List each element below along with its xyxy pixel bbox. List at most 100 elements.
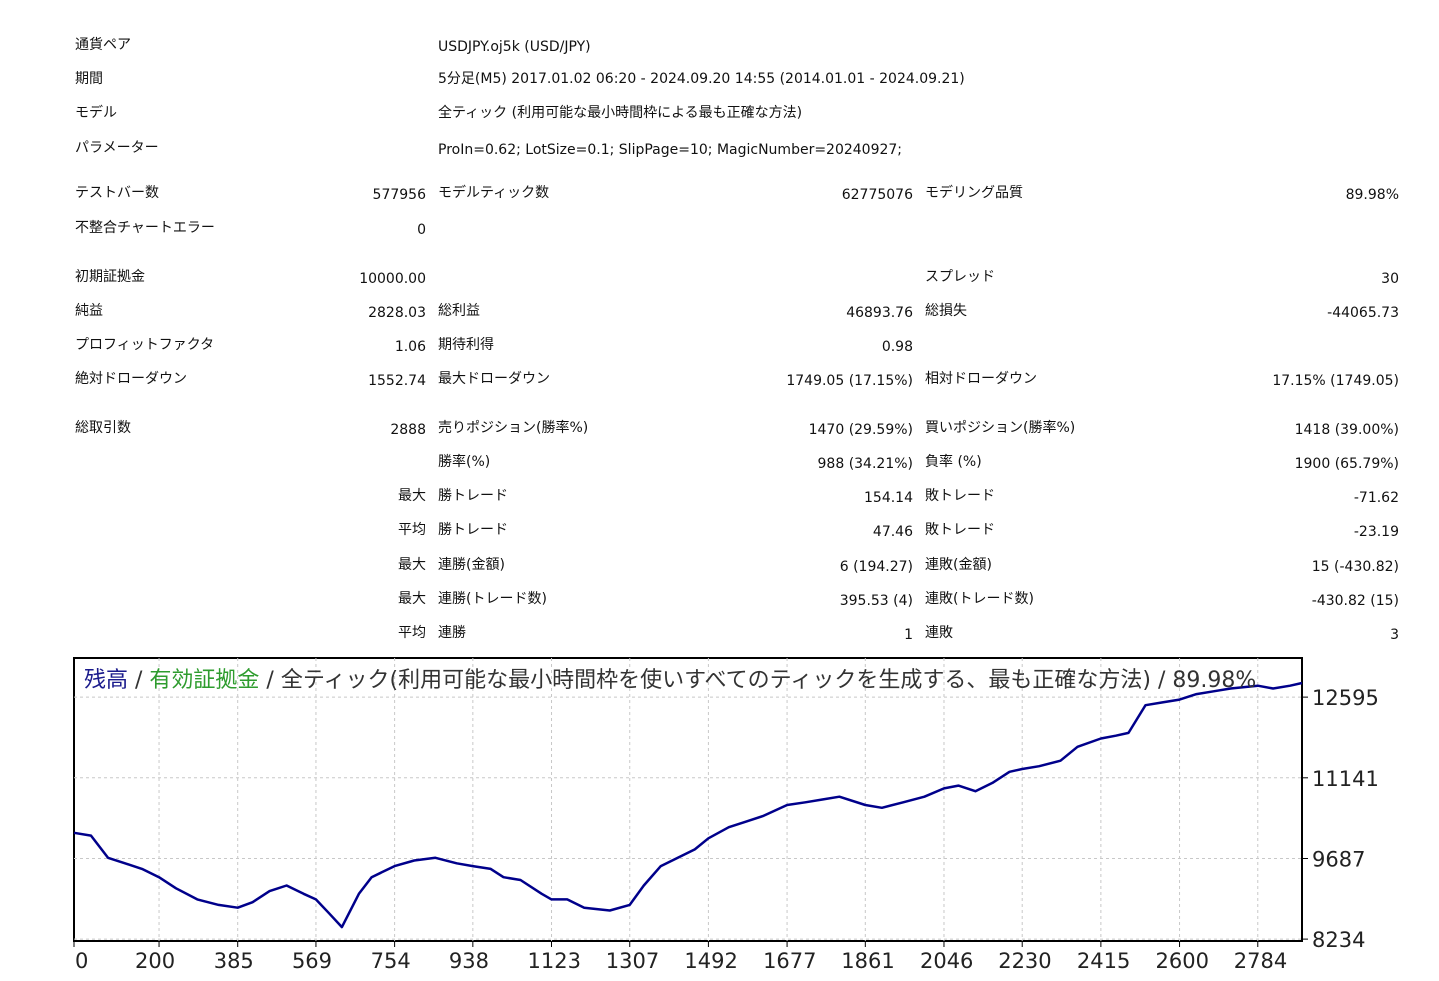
quality-value: 89.98% — [1345, 187, 1399, 203]
x-tick-label: 0 — [75, 949, 88, 973]
largest-loss-label: 敗トレード — [925, 488, 995, 504]
short-positions-value: 1470 (29.59%) — [808, 422, 913, 438]
gross-loss-value: -44065.73 — [1327, 305, 1399, 321]
avg-consec-wins-value: 1 — [904, 627, 913, 643]
x-tick-label: 1123 — [528, 949, 581, 973]
profit-factor-value: 1.06 — [394, 339, 426, 355]
x-tick-label: 569 — [292, 949, 332, 973]
plot-frame — [73, 657, 1303, 942]
max-consec-wins-value: 6 (194.27) — [839, 559, 913, 575]
net-profit-value: 2828.03 — [368, 305, 426, 321]
max-consec-loss-amount-value: -430.82 (15) — [1311, 593, 1399, 609]
avg-consec-wins-label: 連勝 — [438, 625, 466, 641]
chart-title-balance: 残高 — [84, 668, 128, 693]
chart-title: 残高 / 有効証拠金 / 全ティック(利用可能な最小時間枠を使いすべてのティック… — [84, 668, 1256, 693]
loss-rate-value: 1900 (65.79%) — [1294, 456, 1399, 472]
mismatch-value: 0 — [417, 222, 426, 238]
largest-prefix: 最大 — [398, 488, 426, 504]
x-tick-label: 1492 — [684, 949, 737, 973]
average-loss-value: -23.19 — [1353, 524, 1399, 540]
max-consec-profit-label: 連勝(トレード数) — [438, 591, 547, 607]
symbol-label: 通貨ペア — [75, 37, 131, 53]
maximal-drawdown-label: 最大ドローダウン — [438, 371, 550, 387]
y-tick-labels: 12595 11141 9687 8234 — [1312, 686, 1379, 952]
average-win-value: 47.46 — [872, 524, 913, 540]
gross-profit-label: 総利益 — [438, 303, 480, 319]
expected-payoff-value: 0.98 — [881, 339, 913, 355]
balance-chart: 残高 / 有効証拠金 / 全ティック(利用可能な最小時間枠を使いすべてのティック… — [0, 650, 1439, 977]
period-label: 期間 — [75, 71, 103, 87]
y-tick-label: 11141 — [1312, 767, 1379, 791]
total-trades-value: 2888 — [390, 422, 426, 438]
x-tick-label: 2230 — [998, 949, 1051, 973]
largest-win-label: 勝トレード — [438, 488, 508, 504]
avg-consec-losses-label: 連敗 — [925, 625, 953, 641]
largest-loss-value: -71.62 — [1353, 490, 1399, 506]
x-tick-label: 2046 — [920, 949, 973, 973]
largest-win-value: 154.14 — [864, 490, 913, 506]
profit-factor-label: プロフィットファクタ — [75, 337, 215, 353]
average-loss-label: 敗トレード — [925, 522, 995, 538]
gross-profit-value: 46893.76 — [846, 305, 913, 321]
avg-consec-prefix: 平均 — [398, 625, 426, 641]
max-consec-count-prefix: 最大 — [398, 591, 426, 607]
x-tick-label: 2415 — [1077, 949, 1130, 973]
x-tick-label: 1861 — [841, 949, 894, 973]
symbol-value: USDJPY.oj5k (USD/JPY) — [438, 39, 591, 55]
max-consec-wins-label: 連勝(金額) — [438, 557, 505, 573]
win-rate-label: 勝率(%) — [438, 454, 491, 470]
max-consec-profit-value: 395.53 (4) — [839, 593, 913, 609]
long-positions-value: 1418 (39.00%) — [1294, 422, 1399, 438]
total-trades-label: 総取引数 — [75, 420, 131, 436]
balance-chart-svg: 残高 / 有効証拠金 / 全ティック(利用可能な最小時間枠を使いすべてのティック… — [73, 657, 1379, 973]
max-consec-prefix: 最大 — [398, 557, 426, 573]
net-profit-label: 純益 — [75, 303, 103, 319]
absolute-drawdown-value: 1552.74 — [368, 373, 426, 389]
ticks-label: モデルティック数 — [438, 185, 550, 201]
deposit-label: 初期証拠金 — [75, 269, 145, 285]
model-value: 全ティック (利用可能な最小時間枠による最も正確な方法) — [438, 105, 803, 121]
ticks-value: 62775076 — [841, 187, 913, 203]
average-win-label: 勝トレード — [438, 522, 508, 538]
model-label: モデル — [75, 105, 117, 121]
y-tick-label: 8234 — [1312, 928, 1365, 952]
y-tick-label: 9687 — [1312, 847, 1365, 871]
absolute-drawdown-label: 絶対ドローダウン — [75, 371, 187, 387]
relative-drawdown-value: 17.15% (1749.05) — [1272, 373, 1399, 389]
x-tick-label: 2600 — [1156, 949, 1209, 973]
test-report: 通貨ペア USDJPY.oj5k (USD/JPY) 期間 5分足(M5) 20… — [75, 37, 1399, 643]
x-tick-label: 938 — [449, 949, 489, 973]
x-tick-label: 200 — [135, 949, 175, 973]
params-label: パラメーター — [75, 140, 159, 156]
maximal-drawdown-value: 1749.05 (17.15%) — [786, 373, 913, 389]
spread-value: 30 — [1381, 271, 1399, 287]
max-consec-loss-amount-label: 連敗(トレード数) — [925, 591, 1034, 607]
bars-label: テストバー数 — [75, 185, 159, 201]
period-value: 5分足(M5) 2017.01.02 06:20 - 2024.09.20 14… — [438, 71, 965, 87]
relative-drawdown-label: 相対ドローダウン — [925, 371, 1037, 387]
expected-payoff-label: 期待利得 — [438, 337, 494, 353]
x-tick-label: 754 — [371, 949, 411, 973]
average-prefix: 平均 — [398, 522, 426, 538]
params-value: ProIn=0.62; LotSize=0.1; SlipPage=10; Ma… — [438, 142, 903, 158]
y-tick-label: 12595 — [1312, 686, 1379, 710]
x-tick-label: 2784 — [1234, 949, 1287, 973]
x-tick-label: 385 — [214, 949, 254, 973]
max-consec-losses-value: 15 (-430.82) — [1311, 559, 1399, 575]
loss-rate-label: 負率 (%) — [925, 454, 982, 470]
x-tick-label: 1307 — [606, 949, 659, 973]
chart-title-rest: / 全ティック(利用可能な最小時間枠を使いすべてのティックを生成する、最も正確な… — [259, 668, 1256, 693]
deposit-value: 10000.00 — [359, 271, 426, 287]
short-positions-label: 売りポジション(勝率%) — [438, 420, 589, 436]
mismatch-label: 不整合チャートエラー — [75, 220, 215, 236]
balance-line — [73, 681, 1303, 929]
bars-value: 577956 — [372, 187, 426, 203]
grid-lines — [73, 658, 1308, 947]
gross-loss-label: 総損失 — [925, 303, 967, 319]
long-positions-label: 買いポジション(勝率%) — [925, 420, 1076, 436]
x-tick-labels: 0 200 385 569 754 938 1123 1307 1492 1677 1861 2046… — [75, 949, 1287, 973]
quality-label: モデリング品質 — [925, 185, 1023, 201]
win-rate-value: 988 (34.21%) — [817, 456, 913, 472]
spread-label: スプレッド — [925, 269, 995, 285]
avg-consec-losses-value: 3 — [1390, 627, 1399, 643]
